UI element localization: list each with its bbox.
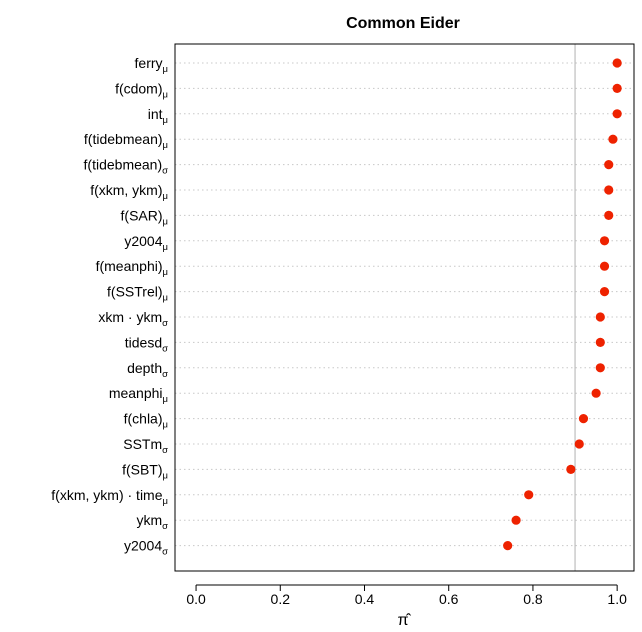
x-axis: 0.0 0.2 0.4 0.6 0.8 1.0 [186, 584, 627, 607]
category-label: xkm · ykmσ [98, 309, 168, 329]
category-label: f(SBT)μ [122, 461, 168, 481]
x-tick-label: 0.8 [523, 591, 543, 607]
category-label: y2004σ [124, 538, 168, 558]
category-label: f(SAR)μ [121, 207, 168, 227]
x-tick-label: 0.0 [186, 591, 206, 607]
category-label: ferryμ [135, 55, 168, 75]
data-point [578, 414, 589, 424]
category-label: ykmσ [136, 512, 168, 532]
category-label: f(tidebmean)μ [84, 131, 168, 151]
category-label: f(SSTrel)μ [107, 284, 168, 304]
x-tick-label: 0.2 [271, 591, 291, 607]
data-point [566, 464, 576, 474]
data-point [574, 439, 584, 449]
category-label: depthσ [127, 360, 168, 380]
category-label: meanphiμ [109, 385, 168, 405]
category-label: f(meanphi)μ [96, 258, 168, 278]
data-point [599, 287, 610, 297]
category-label: intμ [148, 106, 168, 126]
category-label: f(tidebmean)σ [84, 157, 169, 177]
data-point [591, 388, 601, 398]
category-label: f(chla)μ [124, 411, 168, 431]
data-point [604, 160, 614, 170]
data-point [524, 490, 534, 500]
chart-title: Common Eider [346, 15, 460, 32]
x-axis-label: π̂ [397, 612, 411, 629]
data-point [511, 515, 521, 525]
data-point [595, 337, 605, 347]
data-point [503, 541, 513, 551]
data-points [503, 58, 622, 551]
x-tick-label: 0.6 [439, 591, 459, 607]
data-point [599, 261, 610, 271]
data-point [612, 109, 622, 119]
x-tick-label: 1.0 [607, 591, 627, 607]
data-point [595, 312, 605, 322]
category-label: f(xkm, ykm) · timeμ [51, 487, 168, 507]
data-point [595, 363, 605, 373]
category-label: f(cdom)μ [115, 80, 168, 100]
category-label: SSTmσ [123, 436, 168, 456]
data-point [604, 210, 614, 220]
data-point [608, 134, 618, 144]
grid-lines [175, 62, 634, 547]
data-point [599, 236, 610, 246]
data-point [612, 58, 622, 68]
category-label: tidesdσ [125, 334, 168, 354]
plot-frame [174, 43, 635, 572]
x-tick-label: 0.4 [355, 591, 375, 607]
data-point [612, 83, 622, 93]
category-label: y2004μ [124, 233, 168, 253]
data-point [604, 185, 614, 195]
category-label: f(xkm, ykm)μ [90, 182, 168, 202]
category-labels: ferryμ f(cdom)μ intμ f(tidebmean)μ f(tidebme… [51, 55, 168, 558]
